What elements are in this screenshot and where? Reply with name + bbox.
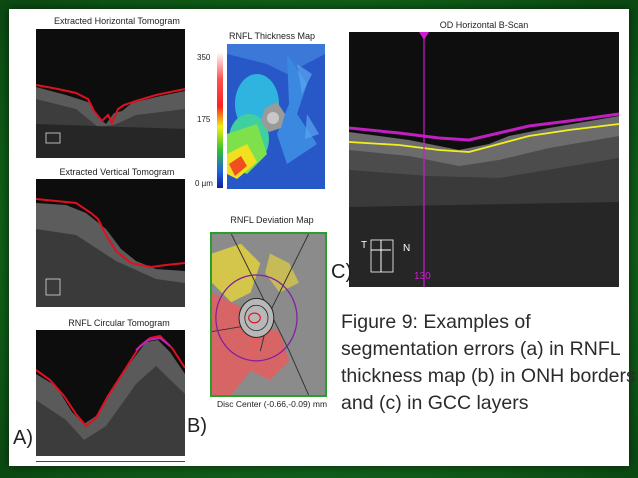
- bscan-position-label: 130: [414, 271, 431, 282]
- thickness-scale-mid: 175: [197, 115, 211, 124]
- deviation-map-title: RNFL Deviation Map: [230, 215, 314, 225]
- circular-tomogram-image: [36, 330, 185, 456]
- part-label-b: B): [187, 415, 207, 437]
- caption-line: and (c) in GCC layers: [341, 392, 529, 414]
- slide: Extracted Horizontal Tomogram Extracted …: [9, 9, 636, 466]
- figure-caption: Figure 9: Examples of segmentation error…: [341, 309, 636, 417]
- caption-line: Figure 9: Examples of: [341, 311, 531, 333]
- bscan-image: [349, 32, 619, 287]
- deviation-map-image: [210, 232, 327, 397]
- caption-line: thickness map (b) in ONH borders: [341, 365, 636, 387]
- part-label-c: C): [331, 261, 353, 283]
- disc-center-label: Disc Center (-0.66,-0.09) mm: [216, 399, 328, 409]
- vertical-tomogram-image: [36, 179, 185, 307]
- horizontal-tomogram-title: Extracted Horizontal Tomogram: [54, 16, 180, 26]
- bscan-title: OD Horizontal B-Scan: [439, 20, 529, 30]
- bscan-temporal-label: T: [361, 240, 368, 251]
- horizontal-tomogram-image: [36, 29, 185, 158]
- vertical-tomogram-title: Extracted Vertical Tomogram: [59, 167, 175, 177]
- circular-tomogram-title: RNFL Circular Tomogram: [68, 318, 170, 328]
- thickness-map-image: [227, 44, 325, 189]
- thickness-map-title: RNFL Thickness Map: [228, 31, 316, 41]
- part-label-a: A): [13, 427, 33, 449]
- caption-line: segmentation errors (a) in RNFL: [341, 338, 621, 360]
- bscan-nasal-label: N: [403, 243, 411, 254]
- thickness-scale-bar: [217, 52, 223, 188]
- divider-line: [36, 461, 185, 462]
- thickness-scale-bottom: 0 µm: [195, 179, 213, 188]
- thickness-scale-top: 350: [197, 53, 211, 62]
